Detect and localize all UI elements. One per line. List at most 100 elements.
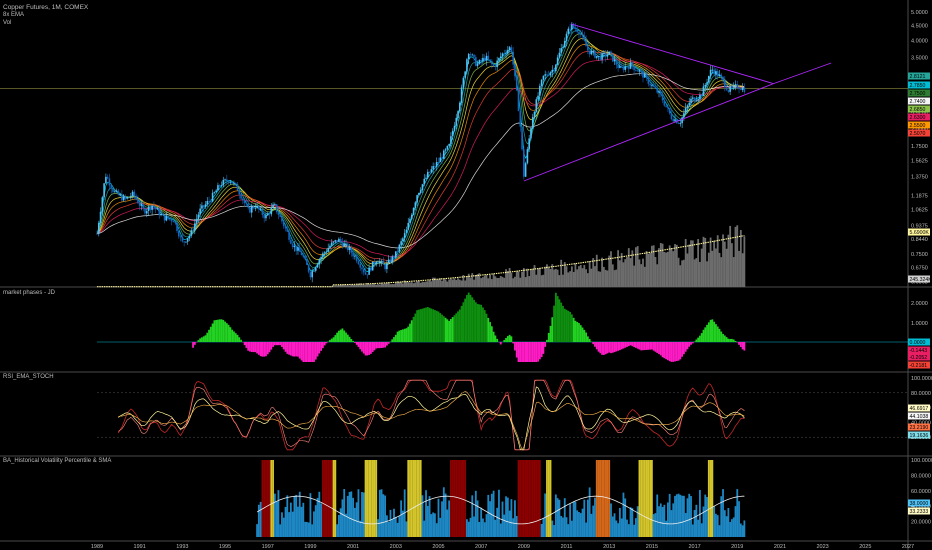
phase-bar [419, 309, 422, 342]
volume-bar [378, 284, 381, 287]
phase-bar [654, 342, 657, 352]
volume-bar [702, 236, 705, 287]
candle-body [210, 201, 212, 202]
volume-bar [531, 269, 534, 287]
phase-bar [380, 342, 383, 348]
volume-bar [366, 282, 369, 287]
volume-bar [524, 277, 527, 287]
volume-bar [538, 268, 541, 287]
hv-bar [439, 517, 442, 537]
price-tag-bg [908, 121, 930, 129]
candle-body [259, 208, 262, 210]
hv-bar [579, 513, 582, 537]
hv-bar [588, 487, 591, 537]
rsi-ema-line [118, 391, 745, 451]
candle-body [626, 66, 628, 68]
candle-body [661, 94, 664, 101]
hv-bar [642, 460, 644, 537]
hv-bar [391, 519, 394, 537]
phase-bar [403, 328, 406, 342]
phase-bar [263, 342, 266, 357]
hv-bar [677, 493, 680, 537]
candle-body [97, 223, 100, 234]
volume-bars [96, 225, 746, 288]
phase-bar [537, 342, 539, 362]
phase-bar [435, 310, 438, 342]
candle-body [519, 111, 522, 127]
phase-bar [414, 313, 417, 342]
candle-body [345, 243, 347, 245]
candle-body [544, 74, 546, 76]
candle-body [400, 241, 402, 245]
phase-bar [385, 342, 388, 346]
volume-bar [650, 245, 653, 287]
hv-bar [451, 460, 454, 537]
candle-body [560, 48, 562, 53]
hv-bar [300, 506, 303, 537]
hv-bar [597, 460, 600, 537]
phase-bar [437, 311, 440, 342]
time-tick-label: 1991 [134, 544, 146, 550]
candle-body [306, 258, 308, 265]
time-tick-label: 2011 [561, 544, 573, 550]
phase-bar [453, 315, 456, 342]
hv-bar [736, 489, 739, 537]
volume-bar [464, 280, 467, 287]
candle-body [551, 69, 554, 73]
volume-bar [569, 271, 571, 287]
phase-bar [366, 342, 369, 356]
candle-body [537, 95, 539, 100]
phase-bar [339, 329, 342, 342]
hv-bar [533, 460, 536, 537]
phase-bar [656, 342, 659, 353]
hv-bar [668, 493, 671, 537]
phase-bar [393, 337, 395, 342]
phase-bar [709, 319, 712, 342]
volume-bar [398, 281, 401, 287]
hv-bar [256, 524, 258, 537]
phase-bar [679, 342, 682, 360]
hv-bar [318, 491, 321, 537]
phase-bar [586, 336, 589, 342]
candle-body [206, 201, 209, 205]
phase-bar [544, 342, 547, 347]
hv-bar [437, 498, 440, 537]
candle-body [229, 181, 232, 183]
phase-tag-bg [908, 338, 930, 346]
phase-bar [439, 313, 442, 342]
hv-bar [613, 513, 616, 537]
volume-bar [391, 284, 394, 287]
candle-body [371, 261, 374, 271]
phase-bar [444, 317, 447, 342]
volume-bar [720, 257, 723, 287]
hv-bar [674, 495, 676, 537]
candle-body [297, 247, 299, 251]
hv-bar [444, 493, 447, 537]
phase-bar [659, 342, 662, 356]
candle-body [656, 88, 659, 93]
candle-body [547, 75, 550, 76]
phase-bar [229, 327, 232, 342]
hv-bar [446, 509, 449, 537]
hv-bar [709, 460, 712, 537]
candle-body [416, 195, 418, 203]
candle-body [515, 76, 518, 91]
candle-body [450, 136, 452, 145]
volume-bar [674, 244, 676, 287]
candle-body [622, 66, 625, 70]
candle-body [492, 63, 495, 67]
time-tick-label: 2009 [518, 544, 530, 550]
volume-bar [393, 284, 395, 287]
symbol-title: Copper Futures, 1M, COMEX [3, 4, 89, 11]
hv-bar [681, 495, 684, 537]
volume-bar [426, 281, 429, 287]
phase-bar [478, 304, 481, 342]
hv-bar [738, 501, 740, 537]
candle-body [631, 62, 634, 67]
hv-bar [435, 523, 438, 537]
hv-bar [586, 499, 589, 537]
candle-body [154, 207, 157, 210]
volume-bar [501, 276, 504, 287]
hv-bar [526, 460, 529, 537]
